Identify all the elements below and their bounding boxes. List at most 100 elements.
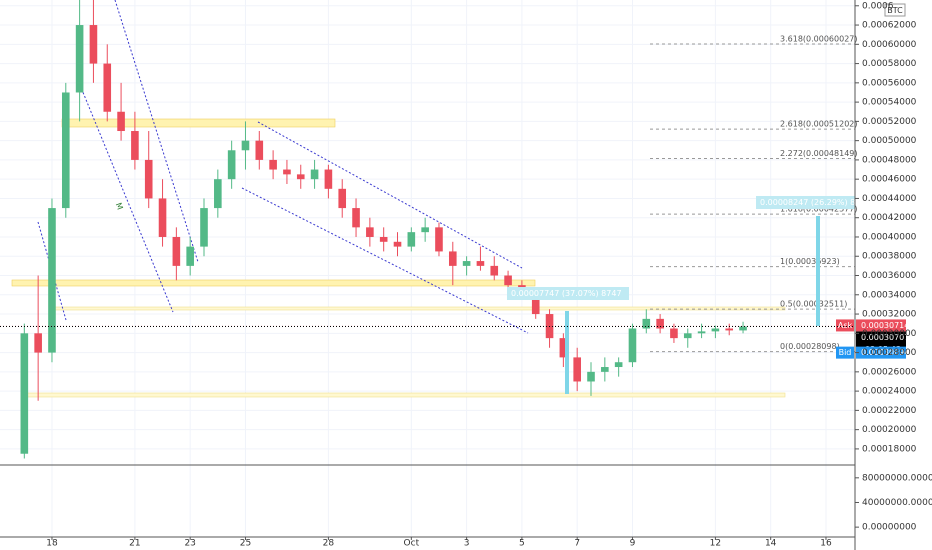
candle-body: [725, 328, 734, 331]
candle-body: [711, 328, 720, 332]
y-tick-label: 0.00024000: [862, 387, 917, 397]
candle-body: [379, 236, 388, 242]
overlays: 3.618(0.00060027) 2.618(0.00051202) 2.272(…: [0, 35, 909, 394]
zone: [11, 279, 536, 287]
candle-body: [614, 362, 623, 368]
y-tick-label: 0.00020000: [862, 425, 917, 435]
candle-body: [421, 227, 429, 233]
y-tick-label: 0.00042000: [862, 213, 917, 223]
candle-body: [573, 357, 581, 382]
y-tick-label: 0.00054000: [862, 98, 917, 108]
candle-body: [448, 251, 457, 266]
volume-tick-label: 0.00000000: [862, 523, 917, 533]
candle-body: [490, 265, 499, 276]
x-tick-label: 23: [184, 539, 195, 549]
quote-value: 0.00030714: [861, 321, 909, 330]
y-tick-label: 0.00040000: [862, 232, 917, 242]
quote-name-tag: [836, 346, 854, 359]
y-tick-label: 0.00058000: [862, 59, 917, 69]
y-tick-label: 0.0006: [862, 1, 894, 11]
measure-label: 0.00007747 (37.07%) 8747: [511, 289, 622, 298]
candle-body: [200, 208, 208, 247]
fib-label: 2.272(0.00048149): [780, 149, 858, 158]
fib-label: 0(0.00028098): [780, 342, 840, 351]
y-tick-label: 0.00044000: [862, 194, 917, 204]
candle-body: [435, 227, 443, 252]
candle-body: [241, 140, 250, 151]
candle-body: [462, 261, 471, 266]
quote-name-tag: [836, 319, 854, 332]
candle-body: [683, 333, 692, 339]
candle-body: [642, 318, 651, 329]
candle-body: [89, 25, 98, 64]
candle-body: [186, 246, 194, 266]
candle-body: [697, 331, 706, 334]
quote-value: 0.00030694: [861, 348, 909, 357]
candle-body: [131, 131, 139, 160]
y-tick-label: 0.00046000: [862, 175, 917, 185]
candle-body: [366, 227, 374, 237]
fib-label: 2.618(0.00051202): [780, 120, 858, 129]
candle-body: [476, 261, 485, 266]
fib-label: 1(0.00036923): [780, 257, 840, 266]
y-tick-label: 0.00060000: [862, 40, 917, 50]
y-tick-label: 0.00052000: [862, 117, 917, 127]
x-tick-label: 14: [765, 539, 777, 549]
candle-body: [407, 232, 416, 247]
quote-tag: [856, 319, 906, 332]
candle-body: [352, 208, 360, 228]
y-tick-label: 0.00062000: [862, 21, 917, 31]
candle-body: [61, 92, 70, 209]
candle-body: [296, 174, 305, 180]
x-tick-label: 9: [630, 539, 636, 549]
candle-body: [227, 150, 236, 180]
measure-label-box: [507, 287, 629, 300]
candle-body: [158, 198, 167, 237]
drawing-label: M: [114, 201, 125, 211]
candle-body: [531, 294, 540, 315]
quote-name: Bid: [839, 348, 852, 357]
fib-label: 0.5(0.00032511): [780, 300, 847, 309]
measure-range: [565, 311, 569, 394]
quote-tag: [856, 346, 906, 359]
candle-body: [144, 159, 153, 199]
candle-body: [628, 328, 637, 363]
grid: [0, 0, 855, 537]
x-tick-label: 28: [323, 539, 335, 549]
candle-body: [283, 169, 291, 175]
x-tick-label: 25: [240, 539, 251, 549]
y-tick-label: 0.00028000: [862, 348, 917, 358]
candles: [20, 0, 747, 459]
quote-value: 0.00030707: [861, 333, 909, 342]
x-tick-label: 21: [129, 539, 140, 549]
x-tick-label: 3: [464, 539, 470, 549]
x-tick-label: Oct: [404, 539, 420, 549]
candle-body: [504, 275, 512, 286]
fib-label: 3.618(0.00060027): [780, 35, 858, 44]
currency-box: [884, 3, 906, 17]
candle-body: [338, 188, 347, 209]
volume-tick-label: 40000000.00000000: [862, 498, 932, 508]
volume-tick-label: 80000000.00000000: [862, 473, 932, 483]
y-tick-label: 0.00050000: [862, 136, 917, 146]
candle-body: [393, 241, 402, 247]
quote-tag: [856, 331, 906, 344]
candle-body: [255, 140, 264, 160]
y-tick-label: 0.00036000: [862, 271, 917, 281]
y-tick-label: 0.00056000: [862, 78, 917, 88]
currency: BTC: [887, 6, 903, 15]
candle-body: [601, 367, 609, 372]
trend-lines: [37, 0, 529, 334]
candle-body: [559, 338, 568, 358]
y-tick-label: 0.00034000: [862, 290, 917, 300]
candle-body: [34, 333, 42, 353]
candle-body: [103, 63, 112, 112]
measure-label-box: [756, 196, 855, 209]
candle-body: [587, 371, 595, 382]
x-tick-label: 18: [46, 539, 58, 549]
x-tick-label: 5: [519, 539, 525, 549]
candle-body: [214, 179, 222, 209]
candle-body: [269, 159, 277, 170]
candle-body: [739, 326, 747, 331]
